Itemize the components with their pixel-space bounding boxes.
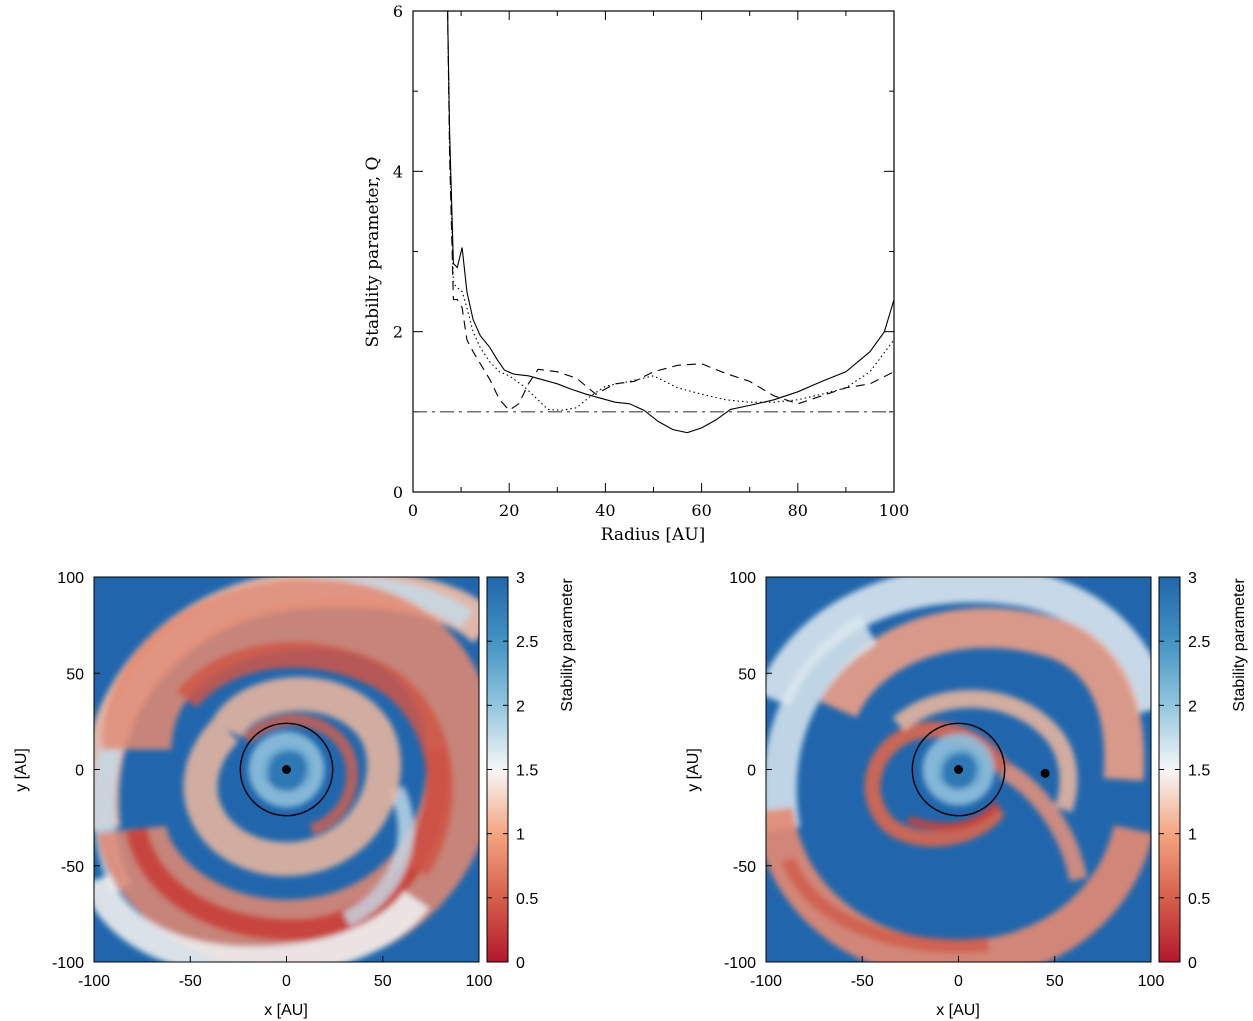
colorbar-tick-label: 1 — [516, 827, 525, 844]
map-overlay-right — [911, 722, 1050, 817]
q-series — [413, 11, 894, 434]
hill-radius-circle — [239, 722, 334, 817]
colorbar-tick-label: 3 — [516, 570, 525, 587]
central-star-marker — [282, 765, 291, 774]
map-y-tick-label: 100 — [729, 570, 756, 587]
map-y-tick-label: -50 — [733, 859, 756, 876]
map-x-tick-label: 50 — [1046, 973, 1064, 990]
map-x-tick-label: 0 — [954, 973, 963, 990]
companion-marker — [1040, 768, 1050, 778]
colorbar-tick-label: 2.5 — [516, 634, 538, 651]
map-y-tick-label: 50 — [66, 666, 84, 683]
map-x-tick-labels-left: -100 -50 0 50 100 — [78, 973, 492, 990]
y-tick-label: 6 — [393, 2, 403, 21]
colorbar-label-left: Stability parameter — [559, 578, 576, 712]
map-y-tick-label: -50 — [61, 859, 84, 876]
colorbar-tick-label: 0 — [1188, 955, 1197, 972]
series-line-dotted — [447, 11, 894, 411]
series-line-solid — [447, 11, 894, 434]
x-tick-label: 100 — [879, 501, 910, 520]
q-profile-plot: 0 20 40 60 80 100 0 2 4 6 Radius [AU] Stability … — [363, 2, 909, 545]
x-tick-label: 80 — [788, 501, 808, 520]
map-y-tick-labels-right: -100 -50 0 50 100 — [724, 570, 756, 972]
colorbar-tick-label: 1.5 — [1188, 763, 1210, 780]
x-tick-label: 60 — [691, 501, 711, 520]
colorbar-tick-label: 3 — [1188, 570, 1197, 587]
y-tick-label: 0 — [393, 483, 403, 502]
axis-ticks — [412, 10, 895, 493]
map-x-tick-label: 50 — [374, 973, 392, 990]
map-x-tick-labels-right: -100 -50 0 50 100 — [750, 973, 1164, 990]
map-x-axis-label-right: x [AU] — [936, 1002, 980, 1019]
map-y-axis-label-right: y [AU] — [685, 748, 702, 792]
map-x-tick-label: 100 — [1138, 973, 1165, 990]
map-y-tick-labels-left: -100 -50 0 50 100 — [52, 570, 84, 972]
series-line-dashed — [447, 11, 894, 411]
map-x-tick-label: -100 — [750, 973, 782, 990]
map-x-axis-label-left: x [AU] — [264, 1002, 308, 1019]
central-star-marker — [954, 765, 963, 774]
map-x-tick-label: -50 — [851, 973, 874, 990]
y-axis-label: Stability parameter, Q — [363, 156, 383, 347]
map-y-axis-label-left: y [AU] — [13, 748, 30, 792]
map-ticks-right — [765, 576, 1152, 963]
map-x-tick-label: -50 — [179, 973, 202, 990]
colorbar-tick-label: 1 — [1188, 827, 1197, 844]
x-tick-label: 40 — [595, 501, 615, 520]
x-tick-label: 0 — [408, 501, 418, 520]
map-x-tick-label: -100 — [78, 973, 110, 990]
map-y-tick-label: -100 — [724, 955, 756, 972]
map-x-tick-label: 0 — [282, 973, 291, 990]
map-overlay-left — [239, 722, 334, 817]
map-ticks-left — [93, 576, 480, 963]
colorbar-ticks-right: 0 0.5 1 1.5 2 2.5 3 — [1159, 570, 1210, 972]
map-y-tick-label: 100 — [57, 570, 84, 587]
stability-map-right: -100 -50 0 50 100 -100 -50 0 50 100 x [AU] y [AU… — [685, 570, 1248, 1019]
map-image-right — [766, 577, 1151, 962]
colorbar-label-right: Stability parameter — [1231, 578, 1248, 712]
colorbar-tick-label: 2.5 — [1188, 634, 1210, 651]
y-tick-label: 4 — [393, 162, 403, 181]
x-axis-label: Radius [AU] — [601, 525, 706, 545]
map-y-tick-label: 50 — [738, 666, 756, 683]
colorbar-tick-label: 0.5 — [516, 891, 538, 908]
x-tick-label: 20 — [499, 501, 519, 520]
y-tick-labels: 0 2 4 6 — [393, 2, 403, 502]
colorbar-ticks-left: 0 0.5 1 1.5 2 2.5 3 — [487, 570, 538, 972]
colorbar-tick-label: 0 — [516, 955, 525, 972]
colorbar-tick-label: 2 — [1188, 698, 1197, 715]
x-tick-labels: 0 20 40 60 80 100 — [408, 501, 909, 520]
map-y-tick-label: 0 — [747, 763, 756, 780]
y-tick-label: 2 — [393, 323, 403, 342]
colorbar-tick-label: 0.5 — [1188, 891, 1210, 908]
map-y-tick-label: 0 — [75, 763, 84, 780]
stability-map-left: -100 -50 0 50 100 -100 -50 0 50 100 x [AU] y [AU… — [13, 570, 576, 1019]
colorbar-tick-label: 1.5 — [516, 763, 538, 780]
colorbar-tick-label: 2 — [516, 698, 525, 715]
map-x-tick-label: 100 — [466, 973, 493, 990]
plot-frame — [412, 10, 895, 493]
map-y-tick-label: -100 — [52, 955, 84, 972]
hill-radius-circle — [911, 722, 1006, 817]
